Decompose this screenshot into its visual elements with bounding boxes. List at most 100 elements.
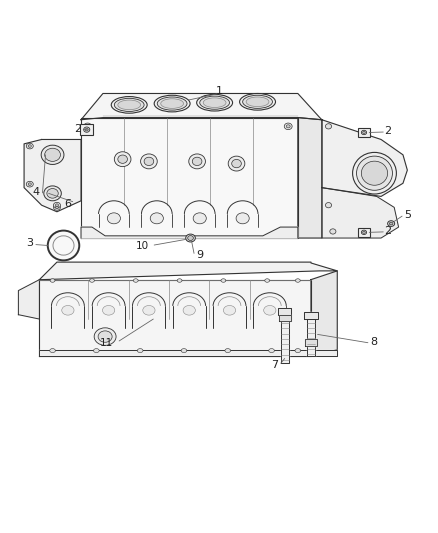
Ellipse shape <box>26 181 33 187</box>
Ellipse shape <box>181 349 187 352</box>
Ellipse shape <box>143 305 155 315</box>
Polygon shape <box>311 271 337 356</box>
Ellipse shape <box>264 305 276 315</box>
Ellipse shape <box>330 229 336 234</box>
Text: 2: 2 <box>385 225 392 236</box>
Ellipse shape <box>114 152 131 167</box>
Ellipse shape <box>284 123 292 130</box>
Ellipse shape <box>53 205 60 210</box>
Ellipse shape <box>86 125 90 128</box>
Polygon shape <box>81 227 298 238</box>
Ellipse shape <box>118 155 127 163</box>
Ellipse shape <box>114 98 144 111</box>
Ellipse shape <box>94 349 99 352</box>
Ellipse shape <box>186 234 195 242</box>
Text: 9: 9 <box>196 249 203 260</box>
Ellipse shape <box>144 157 154 166</box>
Polygon shape <box>322 120 407 197</box>
Text: 7: 7 <box>271 360 278 370</box>
Ellipse shape <box>154 95 190 112</box>
Polygon shape <box>279 314 291 321</box>
Polygon shape <box>24 140 81 212</box>
Ellipse shape <box>111 96 147 113</box>
Text: 2: 2 <box>385 126 392 136</box>
Ellipse shape <box>203 98 226 108</box>
Ellipse shape <box>361 161 388 185</box>
Text: 8: 8 <box>370 337 377 347</box>
Ellipse shape <box>48 231 79 260</box>
Ellipse shape <box>361 230 367 235</box>
Ellipse shape <box>187 236 194 240</box>
Ellipse shape <box>53 236 74 255</box>
Ellipse shape <box>107 213 120 224</box>
Ellipse shape <box>286 125 290 128</box>
Text: 5: 5 <box>404 210 411 220</box>
Ellipse shape <box>53 203 60 208</box>
Polygon shape <box>39 262 337 280</box>
Polygon shape <box>305 339 317 346</box>
Ellipse shape <box>157 97 187 110</box>
Ellipse shape <box>102 305 115 315</box>
Ellipse shape <box>89 230 93 233</box>
Ellipse shape <box>55 206 59 209</box>
Text: 11: 11 <box>100 338 113 348</box>
Ellipse shape <box>389 222 393 225</box>
Ellipse shape <box>361 130 367 135</box>
FancyBboxPatch shape <box>358 128 370 138</box>
Ellipse shape <box>388 221 395 227</box>
Ellipse shape <box>363 131 365 134</box>
Ellipse shape <box>161 99 184 108</box>
Ellipse shape <box>133 279 138 282</box>
Ellipse shape <box>232 159 241 168</box>
Ellipse shape <box>94 328 116 345</box>
Ellipse shape <box>221 279 226 282</box>
Ellipse shape <box>44 186 61 201</box>
FancyBboxPatch shape <box>358 228 370 237</box>
Ellipse shape <box>50 279 55 282</box>
Text: 2: 2 <box>74 124 81 134</box>
Text: 4: 4 <box>32 187 39 197</box>
Ellipse shape <box>284 228 292 235</box>
Ellipse shape <box>192 157 202 166</box>
Text: 6: 6 <box>64 199 71 209</box>
Polygon shape <box>81 93 322 120</box>
Ellipse shape <box>325 203 332 208</box>
Ellipse shape <box>55 204 59 206</box>
Ellipse shape <box>28 145 32 147</box>
Polygon shape <box>281 314 289 363</box>
Ellipse shape <box>236 213 249 224</box>
Ellipse shape <box>269 349 274 352</box>
Ellipse shape <box>47 189 58 198</box>
Ellipse shape <box>84 127 90 132</box>
Ellipse shape <box>26 143 33 149</box>
Ellipse shape <box>41 145 64 165</box>
Polygon shape <box>298 118 322 238</box>
Ellipse shape <box>49 349 55 352</box>
Ellipse shape <box>296 279 300 282</box>
Ellipse shape <box>357 156 392 190</box>
Polygon shape <box>18 280 39 319</box>
Ellipse shape <box>85 128 88 131</box>
Text: 1: 1 <box>215 86 223 96</box>
Polygon shape <box>81 118 298 238</box>
Polygon shape <box>307 319 315 356</box>
Ellipse shape <box>141 154 157 169</box>
Polygon shape <box>322 188 399 238</box>
Ellipse shape <box>177 279 182 282</box>
Ellipse shape <box>353 152 396 194</box>
Ellipse shape <box>243 95 272 108</box>
Ellipse shape <box>118 100 141 110</box>
Text: 3: 3 <box>26 238 33 248</box>
Ellipse shape <box>137 349 143 352</box>
Ellipse shape <box>197 94 233 111</box>
Text: 10: 10 <box>136 241 149 251</box>
Ellipse shape <box>28 183 32 185</box>
Ellipse shape <box>45 148 60 161</box>
Ellipse shape <box>363 231 365 233</box>
Ellipse shape <box>89 279 94 282</box>
Polygon shape <box>278 308 291 314</box>
Polygon shape <box>39 280 311 356</box>
Ellipse shape <box>265 279 269 282</box>
Polygon shape <box>39 350 337 356</box>
Ellipse shape <box>183 305 195 315</box>
